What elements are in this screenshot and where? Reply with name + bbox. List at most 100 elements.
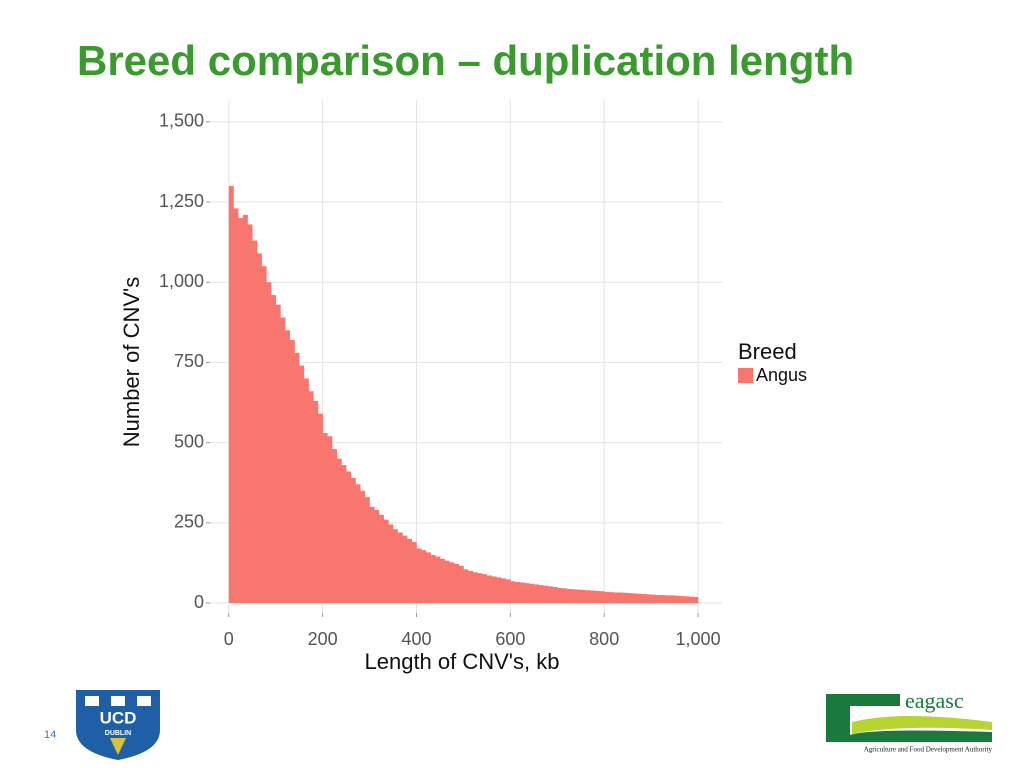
histogram-bar	[660, 595, 666, 604]
histogram-bar	[454, 563, 460, 604]
histogram-bar	[646, 594, 652, 604]
histogram-bar	[693, 596, 699, 604]
histogram-bar	[299, 365, 305, 604]
ucd-house	[111, 696, 125, 706]
ucd-logo: UCD DUBLIN	[76, 690, 160, 760]
histogram-bar	[637, 593, 643, 604]
histogram-bar	[557, 587, 563, 604]
histogram-bar	[679, 595, 685, 604]
histogram-bar	[397, 532, 403, 604]
histogram-bar	[622, 592, 628, 604]
histogram-bar	[665, 595, 671, 604]
histogram-bar	[599, 591, 605, 604]
histogram-bar	[303, 378, 309, 604]
histogram-bar	[346, 471, 352, 604]
histogram-bar	[547, 586, 553, 604]
histogram-bar	[608, 592, 614, 604]
slide-title: Breed comparison – duplication length	[77, 37, 854, 84]
ucd-subtitle: DUBLIN	[105, 730, 131, 737]
plot: 0 250 500 750 1,000 1,250 1,500 0 200 400 600 800 1,…	[159, 100, 722, 649]
teagasc-name: eagasc	[905, 688, 964, 713]
histogram-bar	[468, 570, 474, 604]
histogram-bar	[571, 589, 577, 604]
histogram-bar	[285, 330, 291, 604]
histogram-bar	[585, 590, 591, 604]
legend-swatch	[738, 368, 753, 383]
histogram-bar	[364, 497, 370, 604]
histogram-bar	[261, 266, 267, 604]
ucd-house	[85, 696, 99, 706]
histogram-bar	[449, 562, 455, 604]
x-tick-label: 1,000	[676, 629, 721, 649]
histogram-bar	[655, 595, 661, 604]
y-tick-label: 1,500	[159, 111, 204, 131]
histogram-bar	[369, 506, 375, 604]
x-tick-label: 600	[495, 629, 525, 649]
histogram-bar	[651, 594, 657, 604]
histogram-bar	[538, 585, 544, 604]
x-tick-label: 800	[589, 629, 619, 649]
histogram-bar	[374, 510, 380, 604]
ucd-shield	[76, 690, 160, 760]
histogram-bar	[482, 574, 488, 604]
histogram-bar	[515, 581, 521, 604]
histogram-bar	[458, 565, 464, 604]
histogram-bar	[416, 548, 422, 604]
histogram-bar	[566, 588, 572, 604]
histogram-bar	[439, 558, 445, 604]
y-tick-label: 750	[174, 351, 204, 371]
histogram-bar	[336, 458, 342, 604]
histogram-bar	[238, 218, 244, 604]
histogram-bar	[477, 573, 483, 604]
histogram-bar	[561, 588, 567, 604]
y-tick-label: 1,000	[159, 271, 204, 291]
page-number: 14	[44, 729, 56, 741]
histogram-bar	[378, 514, 384, 604]
histogram-bar	[317, 413, 323, 604]
histogram-bar	[669, 595, 675, 604]
histogram-bar	[500, 578, 506, 604]
y-tick-label: 250	[174, 512, 204, 532]
x-tick-label: 0	[224, 629, 234, 649]
histogram-bar	[411, 542, 417, 604]
histogram-bar	[407, 538, 413, 604]
histogram-bar	[590, 590, 596, 604]
histogram-bar	[280, 317, 286, 604]
histogram-bar	[341, 465, 347, 604]
histogram-bar	[383, 519, 389, 604]
histogram-bar	[552, 587, 558, 604]
histogram-bar	[576, 589, 582, 604]
histogram-bar	[604, 591, 610, 604]
histogram-bar	[543, 585, 549, 604]
histogram-bar	[256, 253, 262, 604]
histogram-bar	[524, 583, 530, 604]
histogram-bar	[641, 594, 647, 604]
histogram-bar	[688, 596, 694, 604]
histogram-bar	[266, 282, 272, 604]
histogram-bar	[252, 240, 258, 604]
histogram-bar	[486, 575, 492, 604]
histogram-bar	[627, 593, 633, 604]
histogram-bar	[289, 339, 295, 604]
histogram-bar	[275, 304, 281, 604]
histogram-bar	[444, 560, 450, 604]
histogram-bar	[435, 556, 441, 604]
histogram-bar	[233, 208, 239, 604]
histogram-bar	[683, 596, 689, 604]
histogram-bar	[632, 593, 638, 604]
ucd-harp	[110, 738, 126, 755]
histogram-bar	[425, 552, 431, 604]
histogram-bar	[618, 592, 624, 604]
histogram-bar	[463, 569, 469, 604]
histogram-bar	[294, 352, 300, 604]
teagasc-tagline: Agriculture and Food Development Authori…	[864, 746, 993, 754]
histogram-bar	[533, 584, 539, 604]
histogram-bar	[228, 185, 234, 604]
legend-title: Breed	[738, 339, 797, 364]
histogram-bar	[421, 550, 427, 604]
histogram-bar	[327, 436, 333, 604]
y-tick-label: 1,250	[159, 191, 204, 211]
histogram-bar	[472, 572, 478, 604]
histogram-bar	[322, 433, 328, 604]
